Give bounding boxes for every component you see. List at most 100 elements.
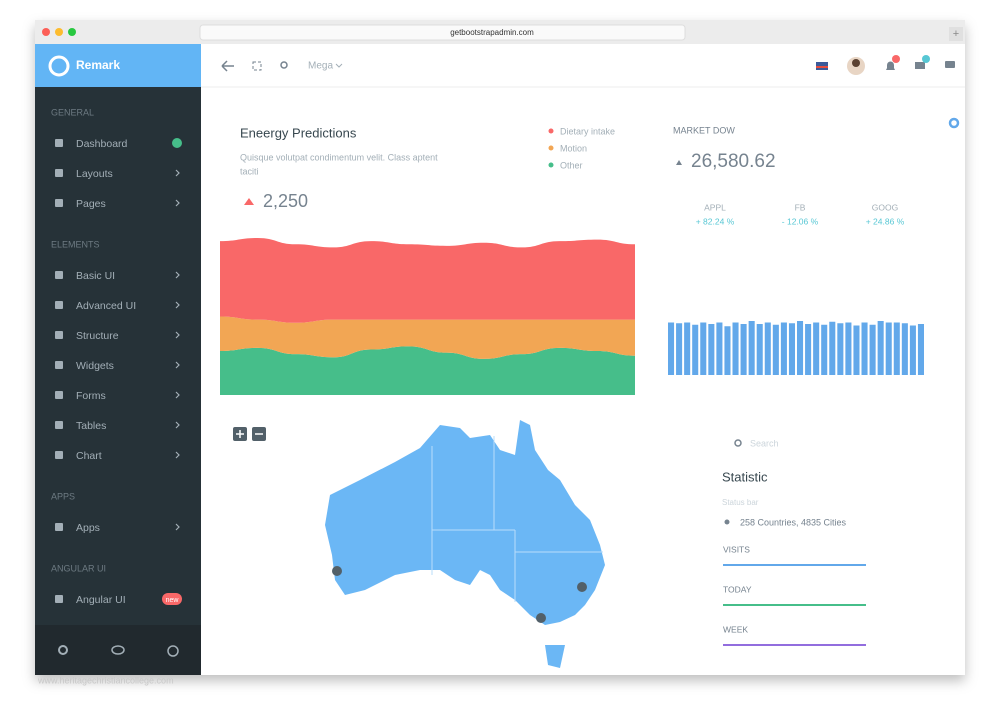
mega-menu[interactable]: Mega (308, 61, 333, 72)
metric-label: TODAY (723, 584, 752, 594)
brand[interactable]: Remark (76, 58, 120, 72)
bar (772, 324, 779, 375)
bar (853, 325, 860, 375)
bar (708, 324, 715, 375)
energy-title: Eneergy Predictions (240, 125, 357, 140)
menu-item[interactable]: Structure (76, 330, 119, 342)
avatar-hair (852, 59, 860, 67)
sidebar-footer (35, 625, 201, 675)
menu-item[interactable]: Chart (76, 450, 102, 462)
stocks: APPL + 82.24 % FB - 12.06 % GOOG + 24.86 % (696, 202, 905, 226)
max-dot[interactable] (68, 28, 76, 36)
url-field[interactable] (199, 24, 686, 41)
bar (740, 324, 747, 375)
menu-icon (55, 139, 63, 147)
statistic-location: 258 Countries, 4835 Cities (740, 517, 847, 527)
menu-item[interactable]: Pages (76, 198, 106, 210)
settings-gear[interactable] (948, 117, 960, 129)
bar (901, 323, 908, 375)
menu: GENERAL Dashboard Layouts Pages ELEMENTS Basi… (51, 107, 182, 606)
map-borders (431, 436, 603, 602)
menu-item[interactable]: Widgets (76, 360, 114, 372)
close-dot[interactable] (42, 28, 50, 36)
chat-icon[interactable] (945, 61, 955, 68)
back-icon[interactable] (221, 60, 234, 72)
area-chart (220, 238, 635, 395)
mail-icon[interactable] (915, 62, 925, 69)
menu-icon (55, 361, 63, 369)
menu-icon (55, 331, 63, 339)
bar (716, 322, 723, 375)
settings-icon[interactable] (58, 645, 68, 655)
watermark: www.heritagechristiancollege.com (37, 675, 174, 685)
menu-chevron (175, 451, 180, 459)
fullscreen-icon[interactable] (252, 61, 262, 71)
bell-icon[interactable] (886, 61, 895, 70)
map-australia[interactable] (325, 420, 605, 668)
min-dot[interactable] (55, 28, 63, 36)
menu-item[interactable]: Forms (76, 390, 106, 402)
legend-marker (548, 145, 554, 151)
bar (668, 322, 675, 375)
menu-icon (55, 391, 63, 399)
bar (692, 324, 699, 375)
menu-section: ANGULAR UI (51, 563, 106, 573)
stock-change: + 24.86 % (866, 216, 905, 226)
menu-item[interactable]: Basic UI (76, 270, 115, 282)
menu-icon (55, 421, 63, 429)
new-tab[interactable] (949, 27, 963, 41)
menu-icon (55, 451, 63, 459)
power-icon[interactable] (167, 645, 179, 657)
menu-icon (55, 169, 63, 177)
bar (684, 322, 691, 375)
map-marker[interactable] (577, 582, 587, 592)
map-marker[interactable] (332, 566, 342, 576)
menu-icon (55, 301, 63, 309)
bar (724, 326, 731, 375)
energy-value: 2,250 (263, 191, 308, 211)
menu-item[interactable]: Layouts (76, 168, 113, 180)
map-marker[interactable] (536, 613, 546, 623)
mega-caret (335, 63, 343, 68)
menu-chevron (175, 391, 180, 399)
menu-item[interactable]: Dashboard (76, 138, 128, 150)
stock-name: APPL (704, 202, 726, 212)
new-tab-icon: + (953, 28, 959, 40)
menu-chevron (175, 169, 180, 177)
bar (893, 322, 900, 375)
bar (869, 324, 876, 375)
statistic-title: Statistic (722, 469, 768, 484)
bar (805, 324, 812, 375)
hide-icon[interactable] (111, 645, 125, 655)
search-icon[interactable] (280, 61, 288, 69)
search-input[interactable]: Search (750, 438, 779, 448)
stock-name: GOOG (872, 202, 898, 212)
energy-subtitle: Quisque volutpat condimentum velit. Clas… (240, 152, 438, 162)
bar (837, 323, 844, 375)
metric-bar (723, 604, 866, 606)
area-series (220, 346, 635, 395)
bar (877, 321, 884, 375)
legend: Dietary intake Motion Other (548, 126, 615, 170)
menu-section: APPS (51, 491, 75, 501)
brand-logo (48, 55, 70, 77)
area-series (220, 316, 635, 359)
stock-change: + 82.24 % (696, 216, 735, 226)
bar (829, 321, 836, 375)
bar (700, 322, 707, 375)
metric-label: VISITS (723, 544, 750, 554)
search-icon (734, 439, 742, 447)
market-value: 26,580.62 (691, 151, 776, 172)
zoom-in-icon (236, 430, 244, 438)
bar (756, 324, 763, 375)
bar-chart (668, 321, 924, 375)
menu-chevron (175, 523, 180, 531)
legend-label: Motion (560, 143, 587, 153)
menu-item[interactable]: Apps (76, 522, 100, 534)
menu-item[interactable]: Tables (76, 420, 106, 432)
menu-item[interactable]: Angular UI (76, 594, 126, 606)
area-series (220, 238, 635, 323)
menu-item[interactable]: Advanced UI (76, 300, 136, 312)
